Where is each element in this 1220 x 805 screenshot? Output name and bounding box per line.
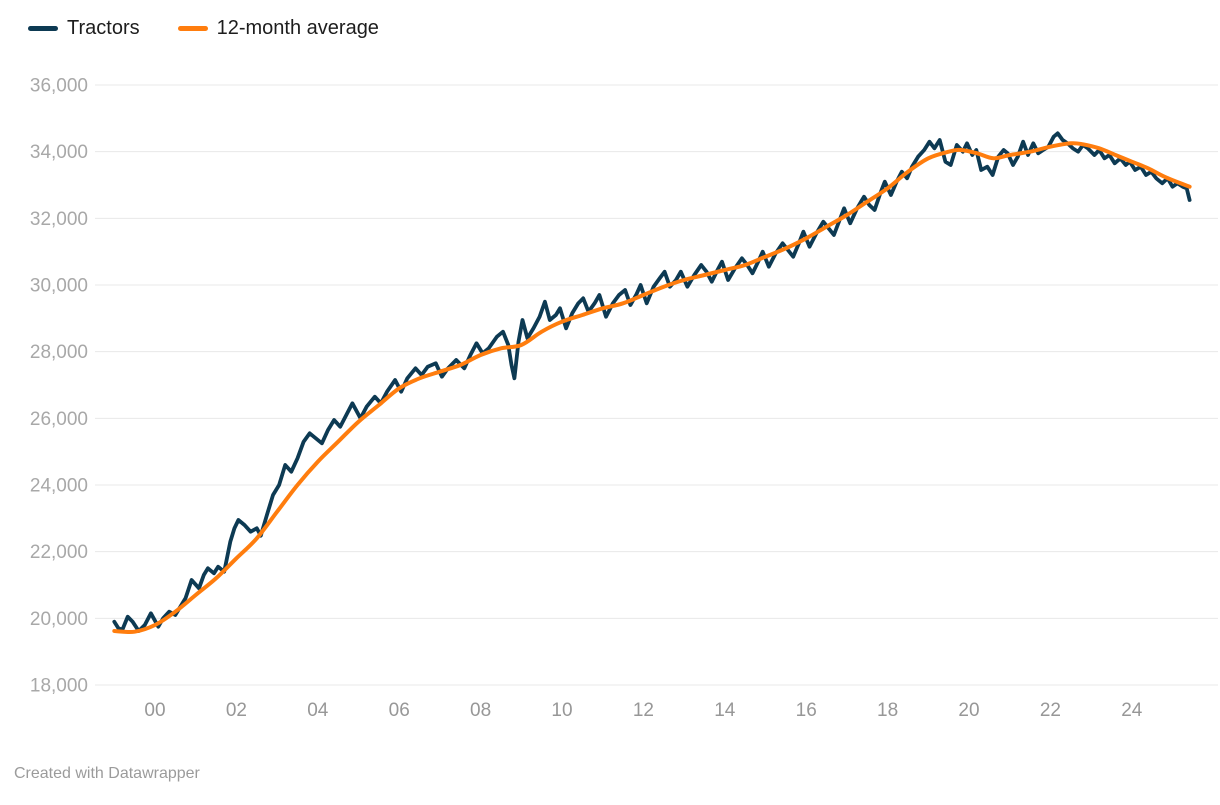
- y-tick-label: 22,000: [30, 542, 88, 563]
- y-tick-label: 20,000: [30, 609, 88, 630]
- legend-item-average: 12-month average: [177, 17, 379, 39]
- x-tick-label: 16: [796, 700, 817, 721]
- x-tick-label: 08: [470, 700, 491, 721]
- tractors-line-swatch: [28, 25, 58, 31]
- x-tick-label: 24: [1121, 700, 1143, 721]
- gridlines: [95, 84, 1218, 686]
- x-tick-label: 18: [877, 700, 898, 721]
- x-tick-label: 02: [226, 700, 247, 721]
- x-tick-label: 10: [551, 700, 572, 721]
- x-tick-label: 14: [714, 700, 736, 721]
- y-tick-label: 36,000: [30, 76, 88, 97]
- y-tick-label: 28,000: [30, 342, 88, 363]
- average-line-swatch: [177, 25, 208, 31]
- x-tick-label: 04: [307, 700, 329, 721]
- tractors-line[interactable]: [112, 131, 1192, 633]
- credit-line: Created with Datawrapper: [14, 765, 200, 782]
- y-axis-labels: 36,000 34,000 32,000 30,000 28,000 26,000 24,0…: [30, 76, 88, 697]
- y-tick-label: 26,000: [30, 409, 88, 430]
- x-axis-labels: 00 02 04 06 08 10 12 14 16 18 20 22 24: [144, 700, 1142, 721]
- legend-label-average: 12-month average: [216, 17, 379, 39]
- y-tick-label: 24,000: [30, 476, 88, 497]
- legend: Tractors 12-month average: [28, 18, 379, 38]
- x-tick-label: 12: [633, 700, 654, 721]
- y-tick-label: 32,000: [30, 209, 88, 230]
- y-tick-label: 34,000: [30, 142, 88, 163]
- y-tick-label: 30,000: [30, 276, 88, 297]
- x-tick-label: 22: [1040, 700, 1061, 721]
- average-line[interactable]: [112, 141, 1192, 635]
- y-tick-label: 18,000: [30, 676, 88, 697]
- x-tick-label: 20: [958, 700, 979, 721]
- legend-label-tractors: Tractors: [67, 17, 140, 39]
- legend-item-tractors: Tractors: [28, 18, 140, 38]
- x-tick-label: 06: [389, 700, 410, 721]
- x-tick-label: 00: [144, 700, 165, 721]
